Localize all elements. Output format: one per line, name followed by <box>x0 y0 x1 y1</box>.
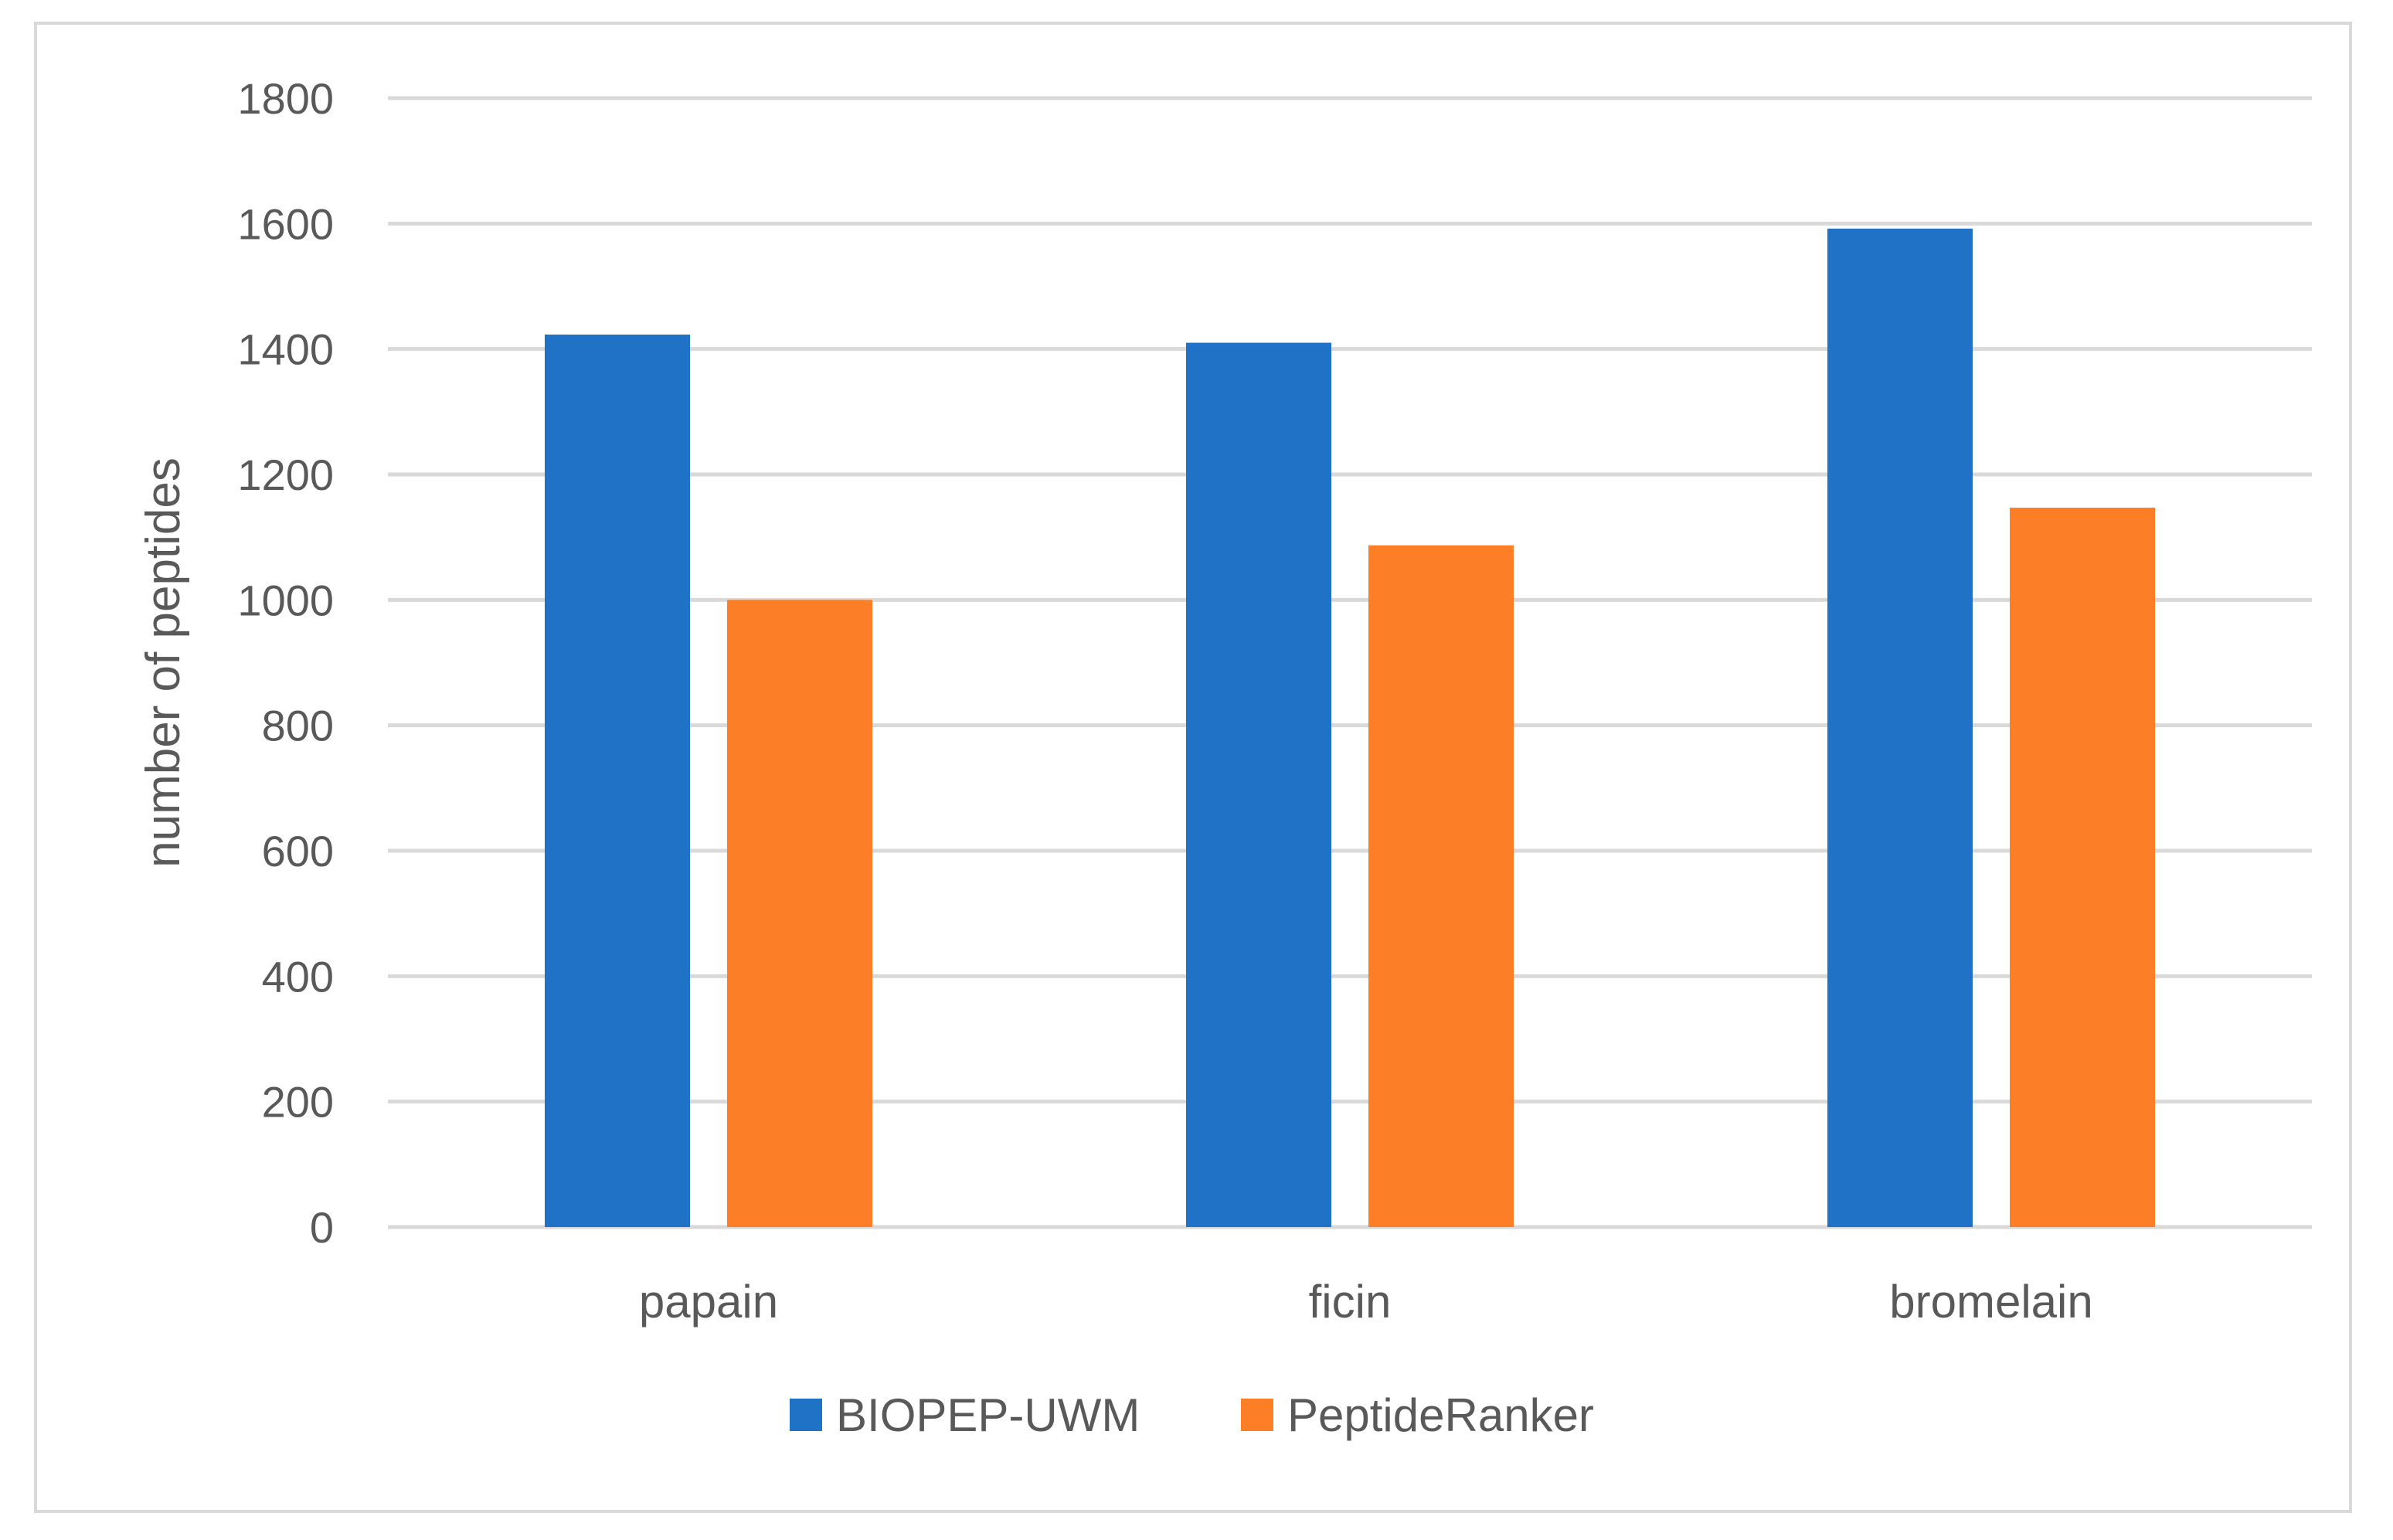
bar-biopep-uwm-papain <box>545 334 690 1228</box>
bar-peptideranker-papain <box>727 600 872 1227</box>
bar-biopep-uwm-ficin <box>1186 342 1331 1227</box>
y-tick-label: 0 <box>310 1203 334 1252</box>
y-tick-label: 600 <box>262 827 334 875</box>
y-axis-title: number of peptides <box>137 457 190 868</box>
x-category-label: papain <box>639 1276 778 1328</box>
y-tick-label: 1600 <box>237 199 334 248</box>
x-category-label: bromelain <box>1889 1276 2092 1328</box>
y-tick-label: 200 <box>262 1078 334 1127</box>
x-axis-labels: papain ficin bromelain <box>639 1276 2093 1328</box>
x-category-label: ficin <box>1309 1276 1392 1328</box>
y-tick-label: 1800 <box>237 74 334 123</box>
legend-swatch <box>1241 1399 1273 1431</box>
y-tick-label: 1000 <box>237 576 334 624</box>
y-tick-label: 1200 <box>237 450 334 499</box>
legend-swatch <box>790 1399 822 1431</box>
bars <box>545 228 2155 1228</box>
gridlines <box>388 96 2312 1229</box>
bar-peptideranker-bromelain <box>2010 508 2155 1227</box>
y-tick-label: 400 <box>262 952 334 1001</box>
y-tick-label: 800 <box>262 702 334 750</box>
y-tick-label: 1400 <box>237 325 334 374</box>
bar-peptideranker-ficin <box>1368 545 1514 1227</box>
legend: BIOPEP-UWM PeptideRanker <box>790 1389 1594 1441</box>
legend-label: PeptideRanker <box>1287 1389 1594 1441</box>
legend-label: BIOPEP-UWM <box>836 1389 1140 1441</box>
bar-biopep-uwm-bromelain <box>1827 228 1973 1227</box>
y-axis-ticks: 0 200 400 600 800 1000 1200 1400 1600 1800 <box>237 74 334 1252</box>
